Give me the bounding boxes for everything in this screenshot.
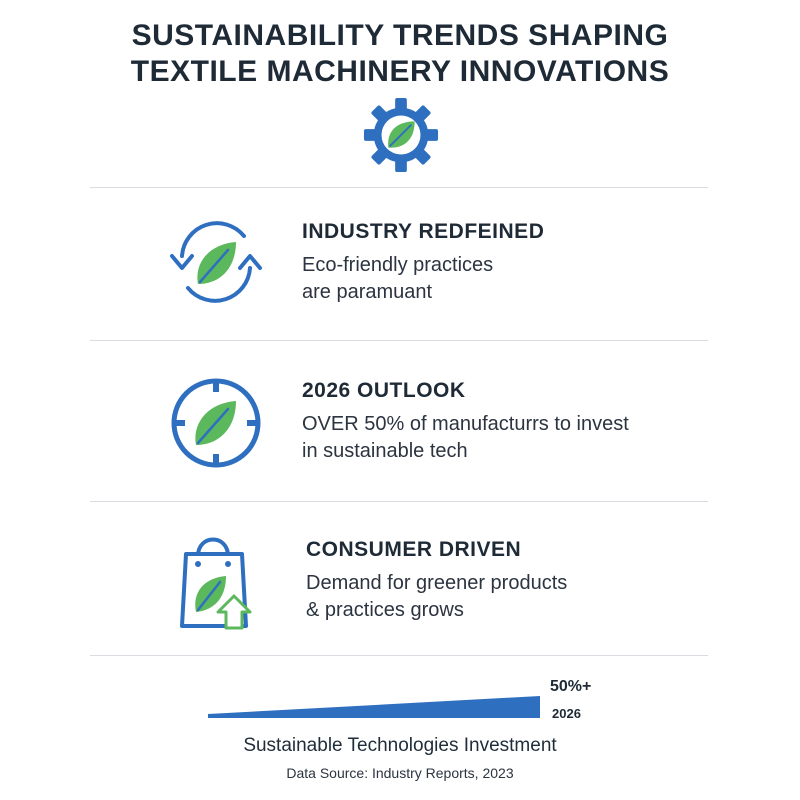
section-text-line-1: OVER 50% of manufacturrs to invest	[302, 413, 629, 435]
shopping-bag-leaf-icon	[180, 537, 252, 630]
section-text-line-2: & practices grows	[306, 599, 464, 621]
divider	[90, 501, 708, 502]
divider	[90, 340, 708, 341]
gear-leaf-icon	[363, 97, 439, 173]
section-2026-outlook: 2026 OUTLOOK OVER 50% of manufacturrs to…	[0, 341, 800, 501]
investment-area	[208, 696, 540, 718]
section-heading: 2026 OUTLOOK	[302, 379, 466, 402]
section-text-line-1: Eco-friendly practices	[302, 254, 494, 276]
recycle-leaf-icon	[170, 221, 262, 303]
page-title: SUSTAINABILITY TRENDS SHAPING TEXTILE MA…	[0, 18, 800, 90]
section-consumer-driven: CONSUMER DRIVEN Demand for greener produ…	[0, 502, 800, 654]
section-heading: CONSUMER DRIVEN	[306, 538, 522, 561]
clock-leaf-icon	[171, 378, 261, 468]
chart-title: Sustainable Technologies Investment	[243, 735, 557, 756]
title-line-2: TEXTILE MACHINERY INNOVATIONS	[130, 55, 670, 88]
section-heading: INDUSTRY REDFEINED	[302, 220, 545, 243]
section-text-line-2: in sustainable tech	[302, 440, 468, 462]
section-text-line-1: Demand for greener products	[306, 572, 568, 594]
divider	[90, 187, 708, 188]
investment-chart: 50%+ 2026	[208, 678, 591, 721]
chart-end-label: 2026	[552, 706, 581, 721]
chart-value-label: 50%+	[550, 678, 591, 695]
divider	[90, 655, 708, 656]
section-industry-redefined: INDUSTRY REDFEINED Eco-friendly practice…	[0, 188, 800, 340]
title-line-1: SUSTAINABILITY TRENDS SHAPING	[131, 19, 669, 52]
data-source: Data Source: Industry Reports, 2023	[286, 765, 514, 781]
section-text-line-2: are paramuant	[302, 281, 433, 303]
